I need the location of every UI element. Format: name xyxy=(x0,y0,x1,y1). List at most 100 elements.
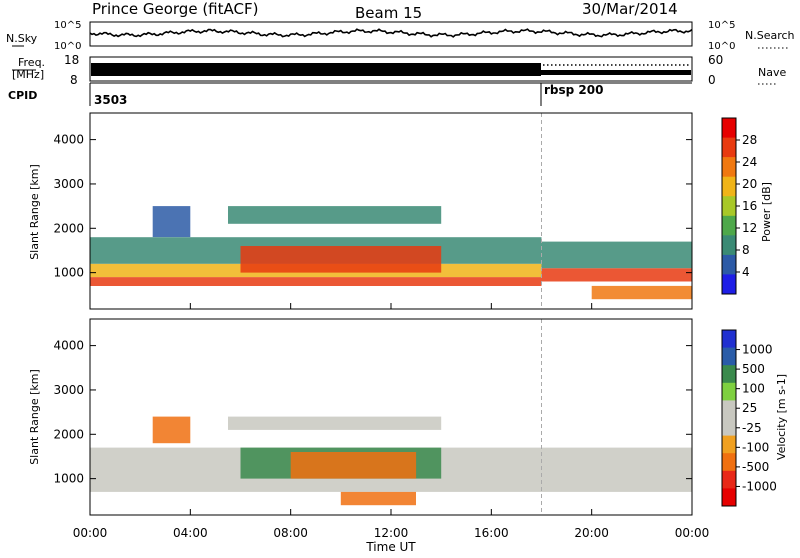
power-panel: 1000 2000 3000 4000 Slant Range [km] 28 24 20… xyxy=(28,112,773,310)
xtick-label-1: 04:00 xyxy=(173,526,208,540)
nave-label: Nave xyxy=(758,66,786,79)
velocity-colorbar-swatch-3 xyxy=(722,382,736,401)
power-ylabel: Slant Range [km] xyxy=(28,164,41,260)
velocity-colorbar-tick-label-6: -500 xyxy=(742,460,769,474)
velocity-ytick-label-1: 2000 xyxy=(53,427,84,441)
power-colorbar-swatch-2 xyxy=(722,157,736,178)
power-colorbar-swatch-8 xyxy=(722,274,736,295)
velocity-cells xyxy=(90,319,692,515)
nsky-scale-bottom-right: 10^0 xyxy=(708,41,735,52)
nsky-scale-top-left: 10^5 xyxy=(54,20,81,31)
nave-tick-bottom: 0 xyxy=(708,73,716,87)
xtick-label-5: 20:00 xyxy=(574,526,609,540)
velocity-colorbar-swatch-7 xyxy=(722,453,736,472)
power-colorbar-swatch-0 xyxy=(722,118,736,139)
velocity-ylabel: Slant Range [km] xyxy=(28,369,41,465)
velocity-region-5 xyxy=(340,491,416,506)
velocity-region-2 xyxy=(290,452,417,479)
power-colorbar-label: Power [dB] xyxy=(760,182,773,242)
power-colorbar-swatch-6 xyxy=(722,235,736,256)
velocity-colorbar-label: Velocity [m s-1] xyxy=(775,374,788,460)
velocity-colorbar-swatch-9 xyxy=(722,488,736,507)
xtick-label-4: 16:00 xyxy=(474,526,509,540)
velocity-panel: 1000 2000 3000 4000 Slant Range [km] 1000 50… xyxy=(28,318,788,516)
nsky-series xyxy=(89,28,693,38)
velocity-colorbar-swatch-0 xyxy=(722,330,736,349)
nsearch-label: N.Search xyxy=(745,29,795,42)
power-colorbar: 28 24 20 16 12 8 4 xyxy=(721,117,757,295)
xtick-label-6: 00:00 xyxy=(675,526,710,540)
nsky-scale-top-right: 10^5 xyxy=(708,20,735,31)
velocity-colorbar-tick-label-2: 100 xyxy=(742,382,765,396)
power-region-7 xyxy=(541,241,692,269)
power-region-3 xyxy=(240,246,442,273)
freq-frame xyxy=(89,56,693,82)
velocity-yticks: 1000 2000 3000 4000 xyxy=(53,339,692,486)
xtick-label-2: 08:00 xyxy=(273,526,308,540)
velocity-ytick-label-2: 3000 xyxy=(53,383,84,397)
power-colorbar-swatch-3 xyxy=(722,176,736,197)
velocity-colorbar-swatch-5 xyxy=(722,418,736,437)
velocity-colorbar-tick-label-4: -25 xyxy=(742,421,762,435)
power-region-0 xyxy=(90,277,542,286)
power-ytick-label-2: 3000 xyxy=(53,177,84,191)
power-region-5 xyxy=(152,206,191,238)
cpid-strip: CPID 3503 rbsp 200 xyxy=(8,82,692,107)
cpid-value-1: 3503 xyxy=(94,93,127,107)
velocity-colorbar-swatch-8 xyxy=(722,470,736,489)
power-colorbar-swatch-4 xyxy=(722,196,736,217)
date-title: 30/Mar/2014 xyxy=(582,0,678,18)
power-colorbar-tick-label-3: 16 xyxy=(742,199,757,213)
xtick-label-0: 00:00 xyxy=(73,526,108,540)
nave-tick-top: 60 xyxy=(708,53,723,67)
velocity-region-3 xyxy=(152,416,191,444)
velocity-colorbar-tick-label-0: 1000 xyxy=(742,343,773,357)
velocity-colorbar: 1000 500 100 25 -25 -100 -500 -1000 xyxy=(721,329,777,507)
freq-tick-bottom: 8 xyxy=(70,73,78,87)
freq-label-line2: [MHz] xyxy=(12,68,44,81)
freq-tick-top: 18 xyxy=(64,53,79,67)
velocity-ytick-label-3: 4000 xyxy=(53,339,84,353)
velocity-colorbar-swatch-6 xyxy=(722,435,736,454)
velocity-colorbar-swatch-4 xyxy=(722,400,736,419)
power-region-6 xyxy=(541,268,692,282)
power-colorbar-tick-label-5: 8 xyxy=(742,243,750,257)
beam-title: Beam 15 xyxy=(355,4,422,22)
power-region-4 xyxy=(228,206,442,224)
power-region-8 xyxy=(591,285,692,300)
freq-panel: Freq. [MHz] 18 8 60 0 Nave xyxy=(12,53,786,87)
power-colorbar-tick-label-2: 20 xyxy=(742,177,757,191)
velocity-colorbar-swatch-2 xyxy=(722,365,736,384)
velocity-colorbar-tick-label-7: -1000 xyxy=(742,479,777,493)
freq-label-line1: Freq. xyxy=(18,56,45,69)
nsky-label: N.Sky xyxy=(6,32,38,45)
velocity-colorbar-tick-label-5: -100 xyxy=(742,440,769,454)
nsky-frame xyxy=(89,21,693,47)
time-axis-label: Time UT xyxy=(365,540,416,554)
power-yticks: 1000 2000 3000 4000 xyxy=(53,133,692,280)
power-colorbar-tick-label-1: 24 xyxy=(742,155,757,169)
station-title: Prince George (fitACF) xyxy=(92,0,258,18)
power-ytick-label-3: 4000 xyxy=(53,133,84,147)
velocity-region-4 xyxy=(228,416,442,430)
velocity-ytick-label-0: 1000 xyxy=(53,472,84,486)
power-colorbar-tick-label-4: 12 xyxy=(742,221,757,235)
power-ytick-label-1: 2000 xyxy=(53,221,84,235)
velocity-colorbar-tick-label-3: 25 xyxy=(742,401,757,415)
freq-band-bar xyxy=(91,63,541,76)
xtick-label-3: 12:00 xyxy=(374,526,409,540)
nsky-scale-bottom-left: 10^0 xyxy=(54,41,81,52)
nsky-panel: N.Sky 10^5 10^0 10^5 10^0 N.Search xyxy=(6,20,795,52)
power-colorbar-tick-label-0: 28 xyxy=(742,133,757,147)
power-ytick-label-0: 1000 xyxy=(53,266,84,280)
cpid-value-2: rbsp 200 xyxy=(544,83,603,97)
cpid-label: CPID xyxy=(8,89,37,102)
freq-band-bar-late xyxy=(541,70,691,75)
power-colorbar-swatch-7 xyxy=(722,254,736,275)
time-axis-ticks: 00:00 04:00 08:00 12:00 16:00 20:00 00:00 xyxy=(73,303,710,540)
velocity-colorbar-swatch-1 xyxy=(722,347,736,366)
power-colorbar-swatch-5 xyxy=(722,215,736,236)
velocity-colorbar-tick-label-1: 500 xyxy=(742,362,765,376)
power-colorbar-swatch-1 xyxy=(722,137,736,158)
